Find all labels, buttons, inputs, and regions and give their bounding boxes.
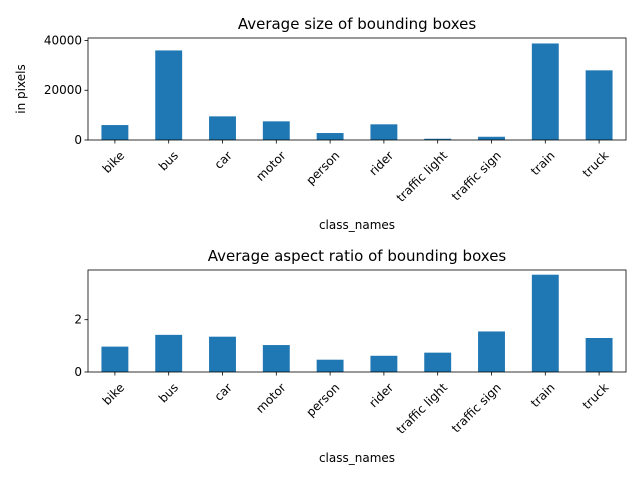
x-tick-label: person: [303, 380, 342, 419]
x-tick-label: bus: [156, 380, 181, 405]
y-tick-label: 0: [74, 133, 82, 147]
x-tick-label: car: [212, 380, 235, 403]
bar-rider: [370, 355, 398, 372]
bar-bus: [155, 334, 183, 372]
bar-person: [316, 359, 344, 372]
x-tick-label: truck: [580, 380, 612, 412]
bar-traffic-light: [424, 352, 452, 372]
x-axis-label: class_names: [319, 451, 395, 465]
chart-2: Average aspect ratio of bounding boxes 0 2…: [74, 247, 627, 465]
bar-truck: [585, 338, 613, 372]
bar-traffic-sign: [478, 331, 505, 372]
x-tick-label: rider: [366, 380, 396, 410]
x-tick-label: traffic sign: [449, 380, 504, 435]
x-tick-label: train: [528, 380, 558, 410]
x-tick-label: traffic sign: [449, 148, 504, 203]
x-tick-label: bike: [100, 148, 127, 175]
chart-1: Average size of bounding boxes 0 20000 4000…: [14, 15, 627, 232]
bar-car: [209, 116, 236, 140]
x-tick-label: traffic light: [394, 148, 450, 204]
bar-train: [531, 274, 559, 372]
x-tick-label: bike: [100, 380, 127, 407]
y-tick-label: 20000: [44, 83, 82, 97]
bar-bus: [155, 50, 183, 140]
x-tick-label: car: [212, 148, 235, 171]
x-tick-label: traffic light: [394, 380, 450, 436]
bar-car: [209, 336, 236, 372]
axes-frame: [87, 269, 627, 373]
bar-train: [531, 43, 559, 140]
bar-motor: [262, 345, 290, 372]
x-tick-label: rider: [366, 148, 396, 178]
y-tick-label: 40000: [44, 33, 82, 47]
x-tick-label: motor: [253, 148, 288, 183]
x-axis-label: class_names: [319, 218, 395, 232]
x-tick-label: truck: [580, 148, 612, 180]
chart-title: Average size of bounding boxes: [238, 15, 477, 33]
bar-traffic-sign: [478, 136, 505, 140]
x-tick-label: bus: [156, 148, 181, 173]
bar-traffic-light: [424, 138, 452, 140]
chart-title: Average aspect ratio of bounding boxes: [208, 247, 507, 265]
y-tick-label: 2: [74, 313, 82, 327]
bar-truck: [585, 70, 613, 140]
x-tick-label: train: [528, 148, 558, 178]
bar-bike: [101, 125, 129, 140]
bar-person: [316, 133, 344, 140]
axes-frame: [87, 37, 627, 141]
y-tick-label: 0: [74, 365, 82, 379]
y-axis-label: in pixels: [14, 64, 28, 113]
bar-bike: [101, 346, 129, 372]
x-tick-label: person: [303, 148, 342, 187]
bar-motor: [262, 121, 290, 140]
x-tick-label: motor: [253, 380, 288, 415]
bar-rider: [370, 124, 398, 140]
